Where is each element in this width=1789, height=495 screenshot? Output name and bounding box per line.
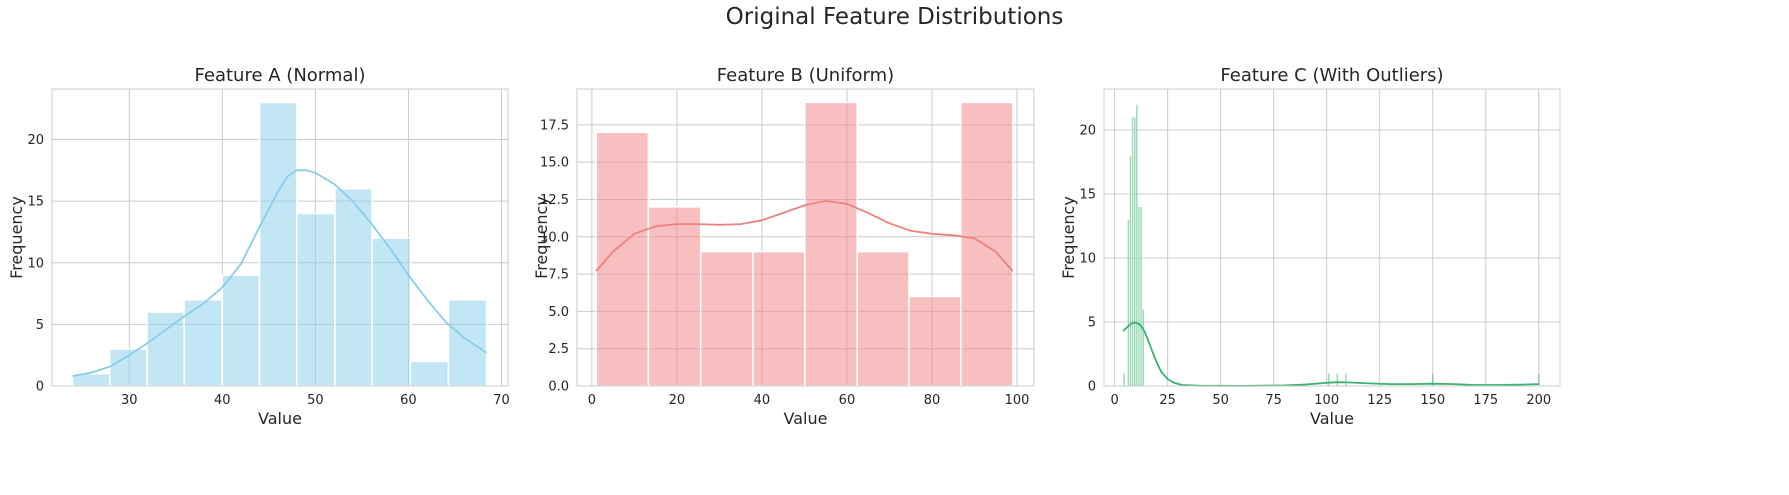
y-tick-label: 0.0 (548, 380, 569, 395)
x-tick-label: 75 (1265, 393, 1282, 408)
histogram-bar (1137, 206, 1141, 387)
x-tick-label: 30 (121, 393, 138, 408)
axes-frame (576, 88, 1035, 387)
x-tick-label: 0 (1110, 393, 1118, 408)
x-axis-label: Value (1310, 409, 1354, 428)
histogram-bar (108, 348, 148, 387)
x-tick-label: 25 (1159, 393, 1176, 408)
histogram-bar (296, 212, 336, 387)
histogram-bar (1344, 372, 1348, 387)
subplot-3: 0 25 50 75 100 125 150 175 200 0 5 10 15 20 Value Frequ… (1059, 65, 1561, 428)
x-tick-label: 20 (669, 393, 686, 408)
x-axis-label: Value (258, 409, 302, 428)
subplot-title: Feature C (With Outliers) (1220, 65, 1443, 86)
histogram-bar (1139, 206, 1143, 387)
histogram-bar (1327, 372, 1331, 387)
x-tick-label: 0 (588, 393, 596, 408)
y-tick-label: 0 (1088, 380, 1096, 395)
x-tick-label: 200 (1526, 393, 1551, 408)
histogram-bar (856, 250, 910, 387)
axes-frame (1103, 88, 1561, 387)
axes-frame (51, 88, 509, 387)
x-tick-label: 125 (1367, 393, 1392, 408)
subplot-title: Feature A (Normal) (195, 65, 366, 86)
histogram-bar (1133, 116, 1137, 387)
x-tick-label: 60 (400, 393, 417, 408)
y-tick-label: 17.5 (540, 118, 569, 133)
histogram-bar (908, 295, 962, 387)
y-axis-label: Frequency (1059, 196, 1078, 279)
histogram-bar (699, 250, 754, 387)
y-tick-label: 15 (1079, 187, 1096, 202)
x-tick-label: 100 (1314, 393, 1339, 408)
histogram-bar (258, 101, 298, 387)
histogram-bar (447, 298, 488, 387)
x-tick-label: 40 (754, 393, 771, 408)
histogram-bar (1135, 104, 1139, 387)
y-axis-label: Frequency (7, 196, 26, 279)
kde-line (595, 199, 1014, 272)
subplot-1: 30 40 50 60 70 0 5 10 15 20 Value Frequency Feature … (7, 65, 510, 428)
figure-title: Original Feature Distributions (725, 4, 1064, 30)
y-tick-label: 0 (36, 380, 44, 395)
histogram-bar (221, 274, 261, 387)
histogram-bar (1131, 116, 1134, 387)
kde-line (1122, 321, 1539, 387)
kde-line (72, 169, 488, 377)
histogram-bar (647, 206, 702, 387)
y-tick-label: 5 (36, 318, 44, 333)
y-tick-label: 15 (27, 195, 44, 210)
histogram-bar (752, 250, 806, 387)
y-tick-label: 7.5 (548, 268, 569, 283)
x-tick-label: 150 (1420, 393, 1445, 408)
histogram-bar (409, 360, 450, 387)
y-tick-label: 10.0 (540, 230, 569, 245)
y-tick-label: 15.0 (540, 156, 569, 171)
subplot-2: 0 20 40 60 80 100 0.0 2.5 5.0 7.5 10.0 12.5 15.0 17.5… (532, 65, 1035, 428)
y-tick-label: 5.0 (548, 305, 569, 320)
x-tick-label: 175 (1473, 393, 1498, 408)
x-tick-label: 80 (924, 393, 941, 408)
histogram-bar (1122, 372, 1126, 387)
y-tick-label: 20 (1079, 123, 1096, 138)
histogram-bar (371, 237, 412, 387)
y-tick-label: 10 (27, 256, 44, 271)
x-tick-label: 50 (307, 393, 324, 408)
histogram-bar (1127, 219, 1130, 387)
histogram-bar (595, 131, 650, 387)
histogram-bar (1129, 155, 1132, 387)
x-tick-label: 70 (493, 393, 510, 408)
x-tick-label: 40 (214, 393, 231, 408)
histogram-bar (1141, 308, 1145, 387)
histogram-bar (960, 101, 1014, 387)
x-tick-label: 60 (839, 393, 856, 408)
y-axis-label: Frequency (532, 196, 551, 279)
x-tick-label: 100 (1005, 393, 1030, 408)
subplot-title: Feature B (Uniform) (717, 65, 894, 86)
y-tick-label: 2.5 (548, 342, 569, 357)
y-tick-label: 12.5 (540, 193, 569, 208)
x-axis-label: Value (784, 409, 828, 428)
x-tick-label: 50 (1212, 393, 1229, 408)
histogram-bar (804, 101, 858, 387)
histogram-bar (1335, 372, 1339, 387)
y-tick-label: 10 (1079, 251, 1096, 266)
histogram-bar (146, 311, 185, 387)
y-tick-label: 20 (27, 133, 44, 148)
y-tick-label: 5 (1088, 315, 1096, 330)
